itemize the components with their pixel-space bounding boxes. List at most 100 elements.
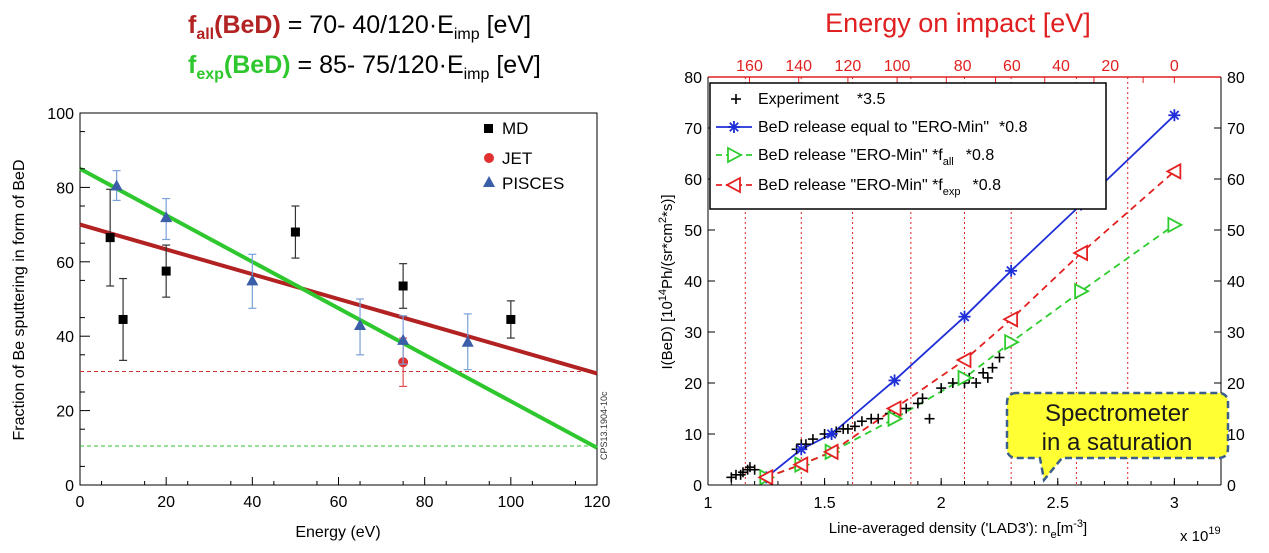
- asterisk-arm: [796, 444, 807, 455]
- right-y-tick-label-right: 60: [1227, 172, 1245, 189]
- right-y-tick-label-left: 60: [684, 172, 702, 189]
- right-legend-box: [709, 82, 1107, 210]
- legend-experiment-factor: *3.5: [857, 91, 886, 108]
- legend-red-label: BeD release "ERO-Min" *fexp *0.8: [758, 177, 1001, 198]
- right-y-tick-label-right: 20: [1227, 376, 1245, 393]
- formula-f-all-rhs: = 70- 40/120·E: [281, 11, 454, 39]
- right-y-tick-label-left: 30: [684, 325, 702, 342]
- formula-f-exp-f: f: [188, 51, 197, 79]
- legend-green-marker: [716, 146, 752, 164]
- point-pisces: [110, 179, 123, 191]
- point-md: [506, 314, 516, 324]
- series-point-black: [947, 378, 958, 388]
- right-y-axis-label-a: I(BeD) [10: [659, 301, 676, 369]
- series-point-red: [1002, 310, 1019, 328]
- left-reference-lines: [80, 371, 597, 447]
- series-point-black: [917, 393, 928, 404]
- legend-triangle-left-marker: [725, 176, 741, 194]
- point-pisces: [354, 319, 367, 331]
- series-point-blue: [958, 310, 971, 323]
- formula-f-all-sub: all: [196, 26, 214, 43]
- legend-jet-label: JET: [502, 149, 532, 168]
- legend-triangle-right-marker: [727, 146, 743, 164]
- right-y-tick-label-right: 30: [1227, 325, 1245, 342]
- legend-red-marker: [716, 176, 752, 194]
- right-y-axis-label-c: *s)]: [659, 194, 676, 217]
- right-x-tick-label: 1: [704, 495, 713, 512]
- series-point-green: [887, 410, 904, 428]
- series-point-red: [822, 443, 839, 461]
- left-y-tick-label: 60: [56, 255, 74, 272]
- right-chart-title: Energy on impact [eV]: [825, 8, 1091, 38]
- point-md: [290, 227, 300, 237]
- series-point-red: [792, 456, 809, 474]
- right-x-multiplier-base: x 10: [1180, 528, 1208, 545]
- point-md: [118, 314, 128, 324]
- right-x-multiplier: x 1019: [1180, 525, 1221, 545]
- legend-blue-label: BeD release equal to "ERO-Min" *0.8: [758, 119, 1028, 136]
- series-point-black: [924, 413, 935, 424]
- right-top-tick-label: 160: [736, 58, 763, 75]
- asterisk-arm: [826, 429, 837, 439]
- right-y-tick-label-right: 80: [1227, 70, 1245, 87]
- series-point-blue: [888, 374, 901, 387]
- formula-f-all-sub2: imp: [454, 26, 480, 43]
- series-point-black: [800, 439, 811, 450]
- legend-blue-marker: [716, 121, 752, 133]
- series-point-black: [912, 398, 923, 409]
- series-point-red: [1072, 244, 1088, 262]
- legend-md-label: MD: [502, 119, 528, 138]
- right-top-tick-label: 60: [1003, 58, 1021, 75]
- svg-text:fexp(BeD) = 85- 75/120·Eimp [: fexp(BeD) = 85- 75/120·Eimp [eV]: [188, 51, 541, 83]
- right-y-axis-label-sup1: 14: [657, 289, 669, 301]
- left-y-tick-label: 40: [56, 329, 74, 346]
- point-pisces: [160, 211, 173, 223]
- right-y-tick-label-left: 70: [684, 121, 702, 138]
- series-point-blue: [1168, 109, 1181, 122]
- left-x-tick-label: 60: [330, 494, 348, 511]
- formula-f-exp-name: (BeD): [224, 51, 291, 79]
- right-top-tick-label: 100: [884, 58, 911, 75]
- right-x-axis-label-main: Line-averaged density ('LAD3'): n: [829, 520, 1051, 537]
- legend-experiment: Experiment *3.5: [731, 91, 885, 108]
- point-pisces: [461, 335, 474, 347]
- point-md: [105, 233, 115, 243]
- right-y-tick-label-left: 50: [684, 223, 702, 240]
- left-x-tick-label: 100: [497, 494, 524, 511]
- formula-f-exp-sub: exp: [196, 66, 224, 83]
- series-point-black: [982, 372, 993, 383]
- series-point-black: [807, 434, 818, 445]
- right-x-axis-label-sub: e: [1050, 529, 1056, 541]
- point-md: [161, 266, 171, 276]
- left-y-tick-label: 20: [56, 404, 74, 421]
- series-point-black: [856, 416, 867, 427]
- asterisk-arm: [1006, 265, 1017, 276]
- asterisk-arm: [889, 375, 900, 386]
- right-y-tick-label-left: 10: [684, 427, 702, 444]
- series-point-red: [955, 351, 972, 369]
- right-y-tick-label-right: 10: [1227, 427, 1245, 444]
- series-point-black: [936, 383, 947, 394]
- legend-red-name: BeD release "ERO-Min" *f: [758, 177, 943, 194]
- right-top-tick-label: 20: [1101, 58, 1119, 75]
- asterisk-arm: [1169, 110, 1180, 121]
- series-point-black: [842, 423, 853, 434]
- legend-experiment-name: Experiment: [758, 91, 839, 108]
- right-y-tick-label-right: 40: [1227, 274, 1245, 291]
- series-point-black: [873, 413, 884, 424]
- right-x-tick-label: 1.5: [813, 495, 835, 512]
- right-y-tick-label-left: 0: [693, 478, 702, 495]
- legend-green-factor: *0.8: [966, 147, 995, 164]
- series-point-green: [957, 369, 974, 387]
- series-point-black: [971, 378, 982, 388]
- right-y-tick-label-right: 50: [1227, 223, 1245, 240]
- formula-f-exp-rhs: = 85- 75/120·E: [291, 51, 464, 79]
- legend-red: BeD release "ERO-Min" *fexp *0.8: [716, 176, 1001, 198]
- legend-experiment-marker: [731, 94, 741, 104]
- right-y-tick-label-left: 20: [684, 376, 702, 393]
- left-x-tick-label: 20: [157, 494, 175, 511]
- series-point-green: [1074, 282, 1090, 300]
